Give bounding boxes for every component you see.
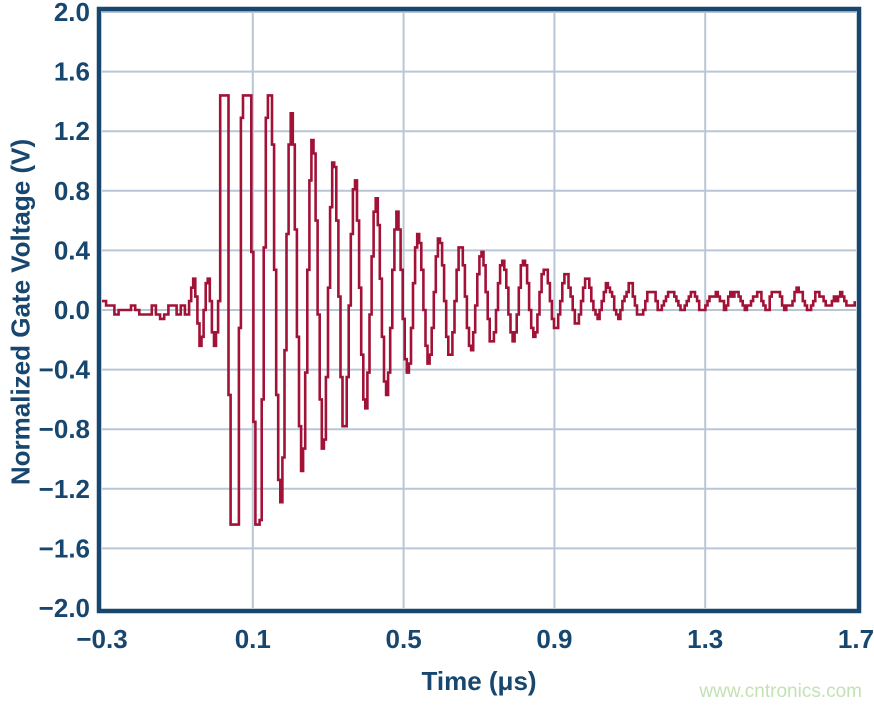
- y-tick-label: −0.4: [39, 355, 91, 385]
- x-tick-label: 0.1: [235, 624, 271, 654]
- x-axis-title: Time (μs): [421, 666, 537, 696]
- x-tick-label: −0.3: [76, 624, 127, 654]
- y-tick-label: 0.4: [54, 235, 91, 265]
- x-tick-label: 1.3: [687, 624, 723, 654]
- y-axis-title: Normalized Gate Voltage (V): [5, 138, 36, 486]
- y-tick-label: 2.0: [54, 0, 90, 27]
- y-tick-label: 1.2: [54, 116, 90, 146]
- y-tick-label: −1.6: [39, 533, 90, 563]
- watermark: www.cntronics.com: [699, 681, 862, 702]
- x-tick-label: 0.5: [386, 624, 422, 654]
- x-tick-label: 1.7: [838, 624, 874, 654]
- y-tick-label: 0.8: [54, 176, 90, 206]
- y-tick-label: 0.0: [54, 295, 90, 325]
- gate-voltage-trace: [102, 94, 856, 526]
- x-tick-label: 0.9: [536, 624, 572, 654]
- y-tick-label: 1.6: [54, 57, 90, 87]
- y-tick-label: −0.8: [39, 414, 90, 444]
- y-tick-label: −1.2: [39, 474, 90, 504]
- waveform-group: [102, 94, 856, 526]
- gridlines: [102, 11, 856, 608]
- y-tick-label: −2.0: [39, 593, 90, 623]
- plot-frame: [96, 6, 862, 614]
